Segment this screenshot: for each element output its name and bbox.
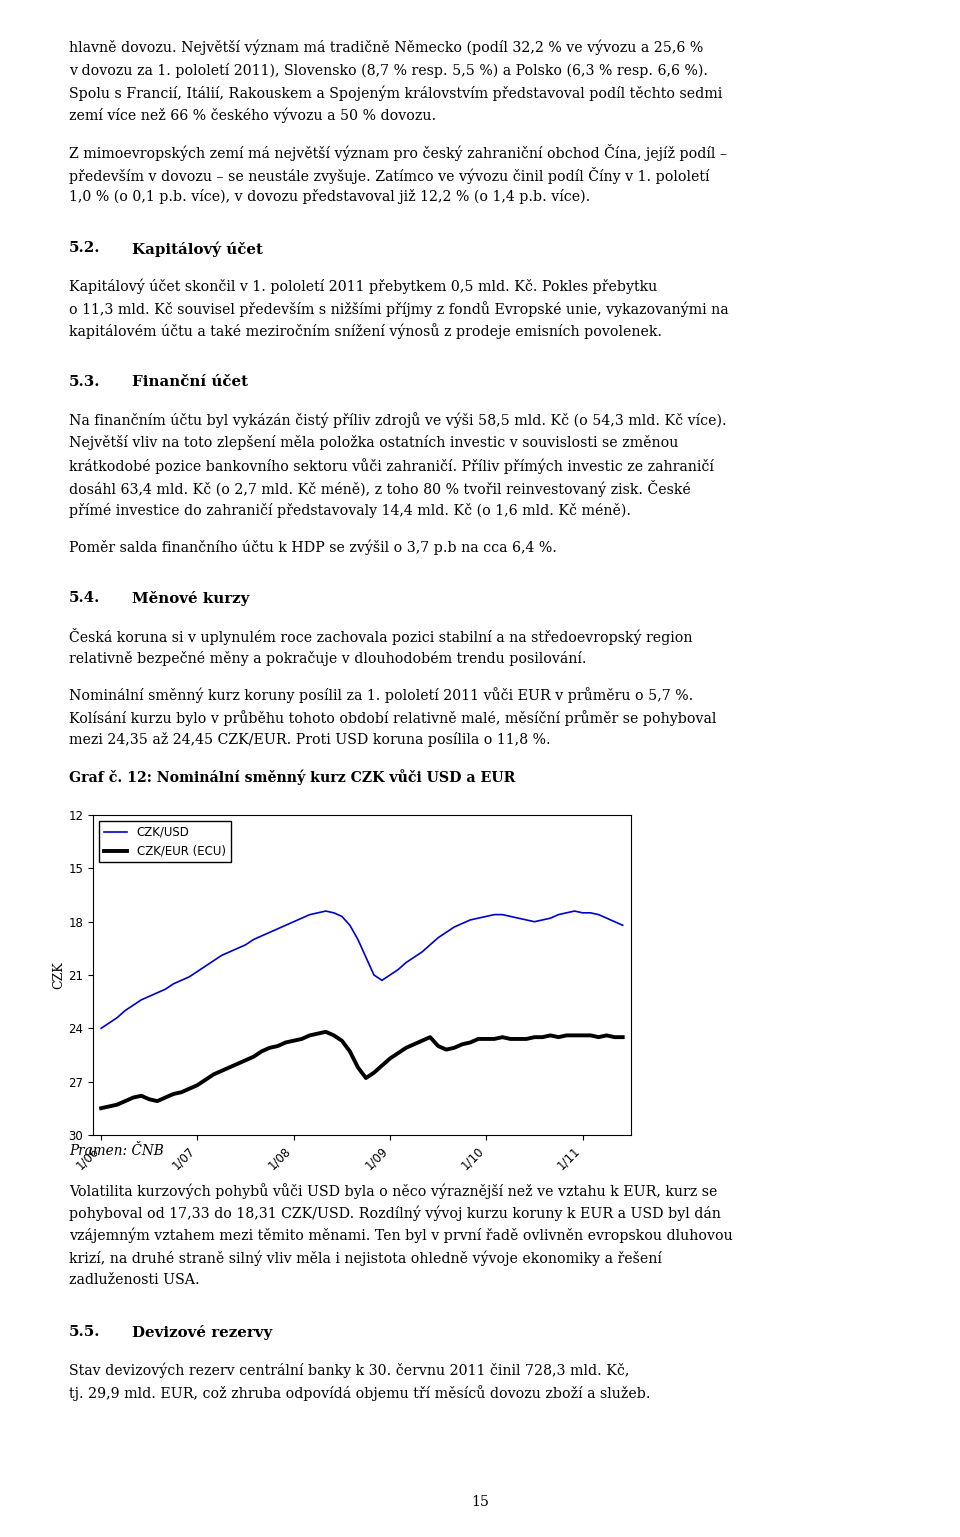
Text: Stav devizových rezerv centrální banky k 30. červnu 2011 činil 728,3 mld. Kč,: Stav devizových rezerv centrální banky k…	[69, 1362, 630, 1377]
Text: Z mimoevropských zemí má největší význam pro český zahraniční obchod Čína, jejíž: Z mimoevropských zemí má největší význam…	[69, 144, 727, 161]
Text: Na finančním účtu byl vykázán čistý příliv zdrojů ve výši 58,5 mld. Kč (o 54,3 m: Na finančním účtu byl vykázán čistý příl…	[69, 412, 727, 429]
Text: Finanční účet: Finanční účet	[132, 375, 248, 389]
Text: především v dovozu – se neustále zvyšuje. Zatímco ve vývozu činil podíl Číny v 1: především v dovozu – se neustále zvyšuje…	[69, 168, 709, 184]
Y-axis label: CZK: CZK	[53, 961, 65, 988]
Text: tj. 29,9 mld. EUR, což zhruba odpovídá objemu tří měsíců dovozu zboží a služeb.: tj. 29,9 mld. EUR, což zhruba odpovídá o…	[69, 1385, 651, 1400]
Text: 1,0 % (o 0,1 p.b. více), v dovozu představoval již 12,2 % (o 1,4 p.b. více).: 1,0 % (o 0,1 p.b. více), v dovozu předst…	[69, 189, 590, 204]
Text: Poměr salda finančního účtu k HDP se zvýšil o 3,7 p.b na cca 6,4 %.: Poměr salda finančního účtu k HDP se zvý…	[69, 539, 557, 555]
Text: Devizové rezervy: Devizové rezervy	[132, 1325, 272, 1340]
Text: Graf č. 12: Nominální směnný kurz CZK vůči USD a EUR: Graf č. 12: Nominální směnný kurz CZK vů…	[69, 768, 516, 785]
Text: kapitálovém účtu a také meziročním snížení výnosů z prodeje emisních povolenek.: kapitálovém účtu a také meziročním sníže…	[69, 323, 662, 340]
Text: Kolísání kurzu bylo v průběhu tohoto období relativně malé, měsíční průměr se po: Kolísání kurzu bylo v průběhu tohoto obd…	[69, 710, 716, 725]
Text: dosáhl 63,4 mld. Kč (o 2,7 mld. Kč méně), z toho 80 % tvořil reinvestovaný zisk.: dosáhl 63,4 mld. Kč (o 2,7 mld. Kč méně)…	[69, 480, 691, 498]
Text: krátkodobé pozice bankovního sektoru vůči zahraničí. Příliv přímých investic ze : krátkodobé pozice bankovního sektoru vůč…	[69, 458, 714, 473]
Text: přímé investice do zahraničí představovaly 14,4 mld. Kč (o 1,6 mld. Kč méně).: přímé investice do zahraničí představova…	[69, 503, 631, 518]
Text: Nominální směnný kurz koruny posílil za 1. pololetí 2011 vůči EUR v průměru o 5,: Nominální směnný kurz koruny posílil za …	[69, 687, 693, 702]
Text: 5.4.: 5.4.	[69, 592, 101, 606]
Text: Volatilita kurzových pohybů vůči USD byla o něco výraznější než ve vztahu k EUR,: Volatilita kurzových pohybů vůči USD byl…	[69, 1183, 717, 1199]
Text: Pramen: ČNB: Pramen: ČNB	[69, 1144, 164, 1157]
Text: 15: 15	[471, 1496, 489, 1509]
Legend: CZK/USD, CZK/EUR (ECU): CZK/USD, CZK/EUR (ECU)	[99, 821, 230, 862]
Text: Kapitálový účet skončil v 1. pololetí 2011 přebytkem 0,5 mld. Kč. Pokles přebytk: Kapitálový účet skončil v 1. pololetí 20…	[69, 278, 658, 294]
Text: Největší vliv na toto zlepšení měla položka ostatních investic v souvislosti se : Největší vliv na toto zlepšení měla polo…	[69, 435, 679, 450]
Text: relativně bezpečné měny a pokračuje v dlouhodobém trendu posilování.: relativně bezpečné měny a pokračuje v dl…	[69, 650, 587, 666]
Text: vzájemným vztahem mezi těmito měnami. Ten byl v první řadě ovlivněn evropskou dl: vzájemným vztahem mezi těmito měnami. Te…	[69, 1228, 732, 1243]
Text: Kapitálový účet: Kapitálový účet	[132, 241, 262, 257]
Text: o 11,3 mld. Kč souvisel především s nižšími příjmy z fondů Evropské unie, vykazo: o 11,3 mld. Kč souvisel především s nižš…	[69, 301, 729, 317]
Text: hlavně dovozu. Největší význam má tradičně Německo (podíl 32,2 % ve vývozu a 25,: hlavně dovozu. Největší význam má tradič…	[69, 40, 704, 55]
Text: mezi 24,35 až 24,45 CZK/EUR. Proti USD koruna posílila o 11,8 %.: mezi 24,35 až 24,45 CZK/EUR. Proti USD k…	[69, 733, 551, 747]
Text: v dovozu za 1. pololetí 2011), Slovensko (8,7 % resp. 5,5 %) a Polsko (6,3 % res: v dovozu za 1. pololetí 2011), Slovensko…	[69, 63, 708, 77]
Text: Česká koruna si v uplynulém roce zachovala pozici stabilní a na středoevropský r: Česká koruna si v uplynulém roce zachova…	[69, 629, 692, 646]
Text: 5.5.: 5.5.	[69, 1325, 101, 1339]
Text: 5.3.: 5.3.	[69, 375, 101, 389]
Text: krizí, na druhé straně silný vliv měla i nejistota ohledně vývoje ekonomiky a ře: krizí, na druhé straně silný vliv měla i…	[69, 1251, 662, 1266]
Text: zemí více než 66 % českého vývozu a 50 % dovozu.: zemí více než 66 % českého vývozu a 50 %…	[69, 108, 436, 123]
Text: pohyboval od 17,33 do 18,31 CZK/USD. Rozdílný vývoj kurzu koruny k EUR a USD byl: pohyboval od 17,33 do 18,31 CZK/USD. Roz…	[69, 1205, 721, 1220]
Text: zadluženosti USA.: zadluženosti USA.	[69, 1273, 200, 1286]
Text: Měnové kurzy: Měnové kurzy	[132, 592, 249, 606]
Text: Spolu s Francií, Itálií, Rakouskem a Spojeným královstvím představoval podíl těc: Spolu s Francií, Itálií, Rakouskem a Spo…	[69, 85, 722, 100]
Text: 5.2.: 5.2.	[69, 241, 101, 255]
